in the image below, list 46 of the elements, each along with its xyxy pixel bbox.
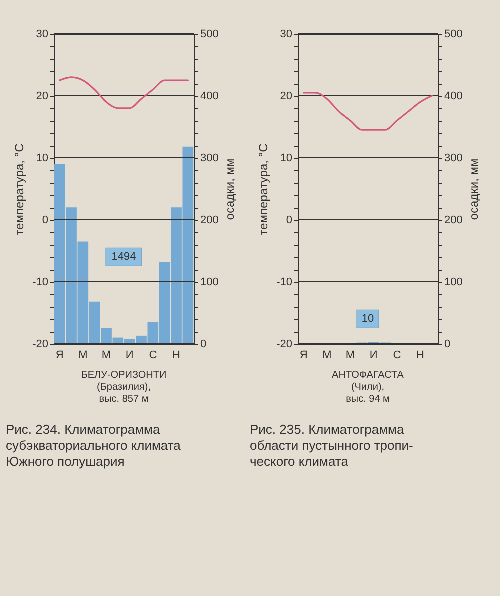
y-tick-label: -20 <box>276 338 292 350</box>
x-tick-label: Н <box>172 350 181 362</box>
y-axis-title: температура, °С <box>256 143 271 236</box>
y-axis-title: температура, °С <box>12 143 27 236</box>
x-tick-label: М <box>78 350 88 362</box>
text: Рис. 235. Климатограмма области пустынного тропи- ческого климата <box>250 422 414 469</box>
y2-tick-label: 300 <box>444 152 463 164</box>
y2-tick-label: 500 <box>200 28 219 40</box>
y-tick-label: -10 <box>32 276 48 288</box>
annotation: 1494 <box>112 251 136 264</box>
x-tick-label: С <box>393 350 402 362</box>
x-tick-label: М <box>102 350 112 362</box>
y-tick-label: 30 <box>36 28 48 40</box>
y-tick-label: 10 <box>36 152 48 164</box>
y2-tick-label: 500 <box>444 28 463 40</box>
y2-tick-label: 0 <box>200 338 207 350</box>
x-tick-label: М <box>322 350 332 362</box>
y2-tick-label: 0 <box>444 338 451 350</box>
y2-tick-label: 400 <box>200 90 219 102</box>
y-tick-label: 20 <box>280 90 292 102</box>
x-tick-label: Я <box>56 350 64 362</box>
y2-tick-label: 200 <box>200 214 219 226</box>
y-tick-label: -10 <box>276 276 292 288</box>
y-tick-label: 10 <box>280 152 292 164</box>
y2-tick-label: 300 <box>200 152 219 164</box>
y-tick-label: 20 <box>36 90 48 102</box>
text: АНТОФАГАСТА (Чили), выс. 94 м <box>332 370 404 405</box>
y2-tick-label: 100 <box>444 276 463 288</box>
y2-tick-label: 400 <box>444 90 463 102</box>
y2-tick-label: 100 <box>200 276 219 288</box>
x-tick-label: Я <box>300 350 308 362</box>
y2-axis-title: осадки, мм <box>466 158 481 220</box>
y-tick-label: 0 <box>42 214 48 226</box>
y2-axis-title: осадки, мм <box>222 158 237 220</box>
x-tick-label: И <box>126 350 134 362</box>
text: Рис. 234. Климатограмма субэкваториального климата Южного полушария <box>6 422 182 469</box>
y-tick-label: 30 <box>280 28 292 40</box>
x-tick-label: С <box>149 350 158 362</box>
x-tick-label: Н <box>416 350 425 362</box>
y2-tick-label: 200 <box>444 214 463 226</box>
annotation: 10 <box>362 313 374 326</box>
x-tick-label: М <box>346 350 356 362</box>
y-tick-label: 0 <box>286 214 292 226</box>
y-tick-label: -20 <box>32 338 48 350</box>
text: БЕЛУ-ОРИЗОНТИ (Бразилия), выс. 857 м <box>81 370 167 405</box>
x-tick-label: И <box>370 350 378 362</box>
